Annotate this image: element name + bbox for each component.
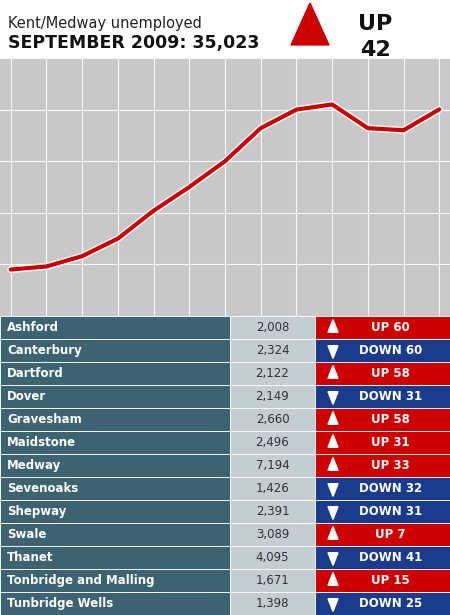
- Text: DOWN 60: DOWN 60: [359, 344, 422, 357]
- Text: Dover: Dover: [7, 390, 46, 403]
- Polygon shape: [328, 320, 338, 332]
- Text: 4,095: 4,095: [256, 551, 289, 564]
- Bar: [315, 362, 450, 385]
- Text: Sevenoaks: Sevenoaks: [7, 482, 78, 495]
- Bar: [230, 339, 315, 362]
- Text: Tonbridge and Malling: Tonbridge and Malling: [7, 574, 154, 587]
- Text: 2,008: 2,008: [256, 321, 289, 334]
- Bar: [0, 385, 230, 408]
- Bar: [230, 546, 315, 569]
- Text: UP 15: UP 15: [371, 574, 410, 587]
- Text: DOWN 32: DOWN 32: [359, 482, 422, 495]
- Bar: [0, 408, 230, 431]
- Text: UP 58: UP 58: [371, 413, 410, 426]
- Bar: [0, 431, 230, 454]
- Bar: [0, 500, 230, 523]
- Bar: [315, 431, 450, 454]
- Bar: [0, 523, 230, 546]
- Text: Dartford: Dartford: [7, 367, 64, 380]
- Text: 1,426: 1,426: [256, 482, 289, 495]
- Polygon shape: [328, 392, 338, 404]
- Text: UP 33: UP 33: [371, 459, 410, 472]
- Bar: [315, 569, 450, 592]
- Bar: [230, 362, 315, 385]
- Text: Canterbury: Canterbury: [7, 344, 82, 357]
- Bar: [315, 385, 450, 408]
- Bar: [315, 454, 450, 477]
- Text: Medway: Medway: [7, 459, 61, 472]
- Text: UP 7: UP 7: [375, 528, 406, 541]
- Polygon shape: [328, 458, 338, 470]
- Polygon shape: [328, 526, 338, 539]
- Polygon shape: [328, 598, 338, 611]
- Text: UP: UP: [358, 14, 392, 34]
- Bar: [230, 408, 315, 431]
- Text: Kent/Medway unemployed: Kent/Medway unemployed: [8, 16, 202, 31]
- Bar: [230, 523, 315, 546]
- Text: 2,324: 2,324: [256, 344, 289, 357]
- Text: Swale: Swale: [7, 528, 46, 541]
- Bar: [0, 477, 230, 500]
- Bar: [230, 500, 315, 523]
- Bar: [315, 500, 450, 523]
- Bar: [0, 339, 230, 362]
- Text: Ashford: Ashford: [7, 321, 59, 334]
- Text: 2,496: 2,496: [256, 436, 289, 449]
- Bar: [230, 477, 315, 500]
- Bar: [230, 385, 315, 408]
- Polygon shape: [328, 553, 338, 565]
- Bar: [230, 569, 315, 592]
- Bar: [0, 454, 230, 477]
- Bar: [0, 362, 230, 385]
- Text: DOWN 31: DOWN 31: [359, 505, 422, 518]
- Bar: [315, 592, 450, 615]
- Text: 2,660: 2,660: [256, 413, 289, 426]
- Polygon shape: [328, 366, 338, 378]
- Text: Maidstone: Maidstone: [7, 436, 76, 449]
- Bar: [0, 592, 230, 615]
- Text: Shepway: Shepway: [7, 505, 67, 518]
- Bar: [315, 477, 450, 500]
- Bar: [0, 546, 230, 569]
- Text: UP 60: UP 60: [371, 321, 410, 334]
- Text: 1,398: 1,398: [256, 597, 289, 610]
- Bar: [315, 316, 450, 339]
- Bar: [315, 408, 450, 431]
- Polygon shape: [328, 573, 338, 585]
- Bar: [230, 316, 315, 339]
- Bar: [0, 316, 230, 339]
- Bar: [230, 592, 315, 615]
- Text: 2,391: 2,391: [256, 505, 289, 518]
- Text: UP 31: UP 31: [371, 436, 410, 449]
- Text: 2,122: 2,122: [256, 367, 289, 380]
- Text: 2,149: 2,149: [256, 390, 289, 403]
- Bar: [0, 569, 230, 592]
- Bar: [315, 523, 450, 546]
- Text: SEPTEMBER 2009: 35,023: SEPTEMBER 2009: 35,023: [8, 34, 259, 52]
- Text: DOWN 31: DOWN 31: [359, 390, 422, 403]
- Text: 1,671: 1,671: [256, 574, 289, 587]
- Polygon shape: [291, 3, 329, 45]
- Text: Thanet: Thanet: [7, 551, 54, 564]
- Text: UP 58: UP 58: [371, 367, 410, 380]
- Polygon shape: [328, 346, 338, 359]
- Text: Gravesham: Gravesham: [7, 413, 82, 426]
- Text: 42: 42: [360, 40, 391, 60]
- Polygon shape: [328, 435, 338, 447]
- Bar: [230, 454, 315, 477]
- Bar: [230, 431, 315, 454]
- Text: DOWN 41: DOWN 41: [359, 551, 422, 564]
- Bar: [315, 339, 450, 362]
- Text: 7,194: 7,194: [256, 459, 289, 472]
- Polygon shape: [328, 411, 338, 424]
- Polygon shape: [328, 507, 338, 519]
- Text: 3,089: 3,089: [256, 528, 289, 541]
- Text: Tunbridge Wells: Tunbridge Wells: [7, 597, 113, 610]
- Text: DOWN 25: DOWN 25: [359, 597, 422, 610]
- Bar: [315, 546, 450, 569]
- Polygon shape: [328, 483, 338, 496]
